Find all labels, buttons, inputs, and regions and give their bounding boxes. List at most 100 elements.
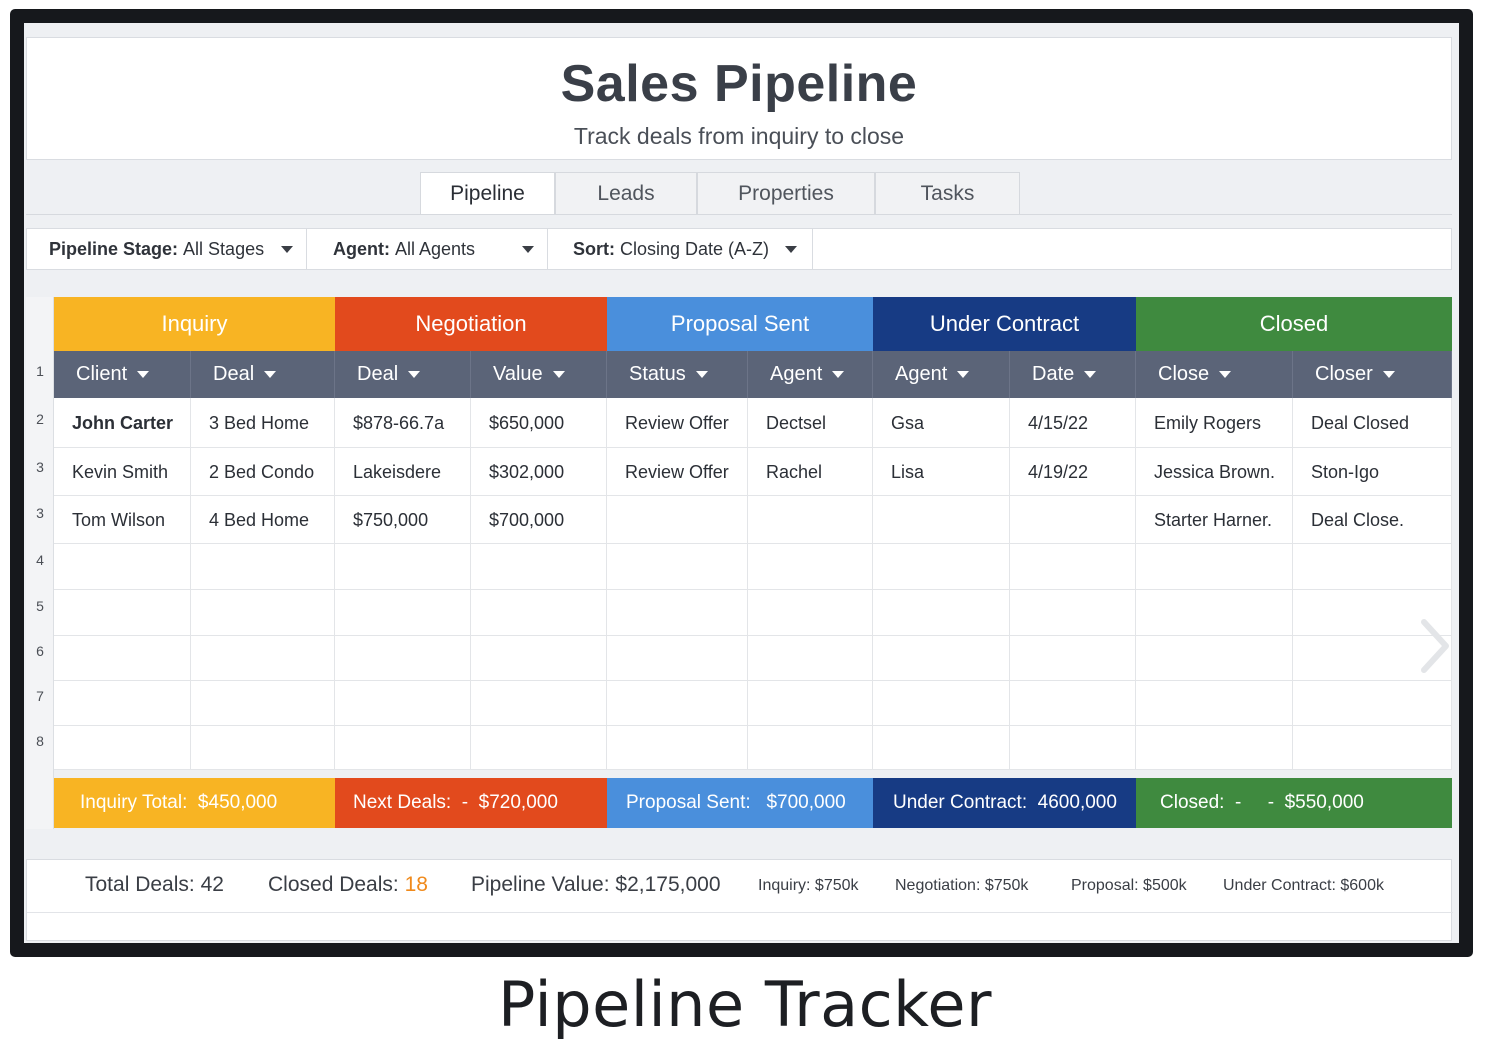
table-row[interactable] <box>54 544 1452 590</box>
table-cell-agent[interactable]: Gsa <box>873 398 1010 448</box>
table-cell-deal[interactable] <box>191 726 335 770</box>
table-cell-deal[interactable] <box>191 544 335 590</box>
column-header-date[interactable]: Date <box>1010 351 1136 398</box>
column-header-agent[interactable]: Agent <box>748 351 873 398</box>
table-row[interactable] <box>54 590 1452 636</box>
table-cell-deal[interactable]: $878-66.7a <box>335 398 471 448</box>
tab-pipeline[interactable]: Pipeline <box>420 172 555 214</box>
table-cell-closer[interactable] <box>1293 681 1452 726</box>
table-cell-client[interactable]: John Carter <box>54 398 191 448</box>
table-cell-value[interactable] <box>471 590 607 636</box>
table-cell-value[interactable]: $650,000 <box>471 398 607 448</box>
table-cell-date[interactable] <box>1010 496 1136 544</box>
column-header-deal[interactable]: Deal <box>335 351 471 398</box>
table-cell-agent[interactable]: Dectsel <box>748 398 873 448</box>
table-cell-agent[interactable] <box>873 544 1010 590</box>
table-cell-closer[interactable] <box>1293 590 1452 636</box>
table-cell-agent[interactable] <box>873 590 1010 636</box>
table-cell-client[interactable]: Tom Wilson <box>54 496 191 544</box>
column-header-deal[interactable]: Deal <box>191 351 335 398</box>
table-cell-deal[interactable] <box>191 636 335 681</box>
table-cell-closer[interactable] <box>1293 544 1452 590</box>
table-cell-client[interactable] <box>54 590 191 636</box>
table-row[interactable] <box>54 636 1452 681</box>
column-header-close[interactable]: Close <box>1136 351 1293 398</box>
table-row[interactable]: Tom Wilson 4 Bed Home $750,000 $700,000 Star… <box>54 496 1452 544</box>
table-cell-status[interactable] <box>607 496 748 544</box>
table-cell-agent[interactable] <box>748 681 873 726</box>
table-cell-agent[interactable] <box>873 681 1010 726</box>
tab-properties[interactable]: Properties <box>697 172 875 214</box>
tab-tasks[interactable]: Tasks <box>875 172 1020 214</box>
table-cell-agent[interactable] <box>873 636 1010 681</box>
table-cell-client[interactable] <box>54 681 191 726</box>
table-cell-value[interactable] <box>471 544 607 590</box>
pipeline-stage-filter[interactable]: Pipeline Stage: All Stages <box>27 229 307 269</box>
table-row[interactable] <box>54 726 1452 770</box>
table-cell-agent[interactable] <box>748 726 873 770</box>
table-cell-client[interactable] <box>54 636 191 681</box>
column-header-value[interactable]: Value <box>471 351 607 398</box>
table-cell-status[interactable] <box>607 590 748 636</box>
table-cell-agent[interactable] <box>873 726 1010 770</box>
table-cell-date[interactable] <box>1010 544 1136 590</box>
table-cell-close[interactable]: Starter Harner. <box>1136 496 1293 544</box>
table-cell-deal[interactable]: 3 Bed Home <box>191 398 335 448</box>
table-cell-value[interactable] <box>471 726 607 770</box>
table-cell-value[interactable]: $700,000 <box>471 496 607 544</box>
table-cell-closer[interactable] <box>1293 636 1452 681</box>
table-row[interactable] <box>54 681 1452 726</box>
agent-filter[interactable]: Agent: All Agents <box>307 229 548 269</box>
table-cell-status[interactable] <box>607 681 748 726</box>
table-cell-deal[interactable] <box>335 636 471 681</box>
table-cell-value[interactable] <box>471 636 607 681</box>
table-cell-status[interactable]: Review Offer <box>607 448 748 496</box>
table-cell-closer[interactable]: Ston-Igo <box>1293 448 1452 496</box>
table-cell-close[interactable]: Emily Rogers <box>1136 398 1293 448</box>
table-cell-date[interactable] <box>1010 590 1136 636</box>
table-cell-status[interactable] <box>607 544 748 590</box>
column-header-client[interactable]: Client <box>54 351 191 398</box>
table-cell-deal[interactable] <box>191 681 335 726</box>
table-cell-closer[interactable] <box>1293 726 1452 770</box>
table-cell-agent[interactable] <box>748 496 873 544</box>
column-header-closer[interactable]: Closer <box>1293 351 1452 398</box>
table-cell-date[interactable]: 4/15/22 <box>1010 398 1136 448</box>
table-cell-close[interactable] <box>1136 681 1293 726</box>
table-cell-status[interactable] <box>607 636 748 681</box>
table-cell-close[interactable] <box>1136 726 1293 770</box>
table-cell-closer[interactable]: Deal Close. <box>1293 496 1452 544</box>
chevron-right-icon[interactable] <box>1414 616 1454 676</box>
table-cell-deal[interactable] <box>335 726 471 770</box>
table-cell-client[interactable] <box>54 544 191 590</box>
table-cell-agent[interactable] <box>873 496 1010 544</box>
table-cell-status[interactable]: Review Offer <box>607 398 748 448</box>
table-row[interactable]: Kevin Smith 2 Bed Condo Lakeisdere $302,000… <box>54 448 1452 496</box>
table-cell-deal[interactable]: 4 Bed Home <box>191 496 335 544</box>
table-cell-closer[interactable]: Deal Closed <box>1293 398 1452 448</box>
table-cell-agent[interactable]: Rachel <box>748 448 873 496</box>
column-header-agent[interactable]: Agent <box>873 351 1010 398</box>
table-cell-deal[interactable]: Lakeisdere <box>335 448 471 496</box>
table-cell-date[interactable] <box>1010 636 1136 681</box>
table-cell-agent[interactable] <box>748 544 873 590</box>
table-cell-deal[interactable] <box>191 590 335 636</box>
table-cell-deal[interactable]: $750,000 <box>335 496 471 544</box>
table-cell-close[interactable] <box>1136 544 1293 590</box>
table-cell-date[interactable] <box>1010 681 1136 726</box>
table-cell-client[interactable] <box>54 726 191 770</box>
tab-leads[interactable]: Leads <box>555 172 697 214</box>
table-cell-status[interactable] <box>607 726 748 770</box>
table-cell-deal[interactable] <box>335 544 471 590</box>
table-cell-deal[interactable]: 2 Bed Condo <box>191 448 335 496</box>
table-cell-agent[interactable] <box>748 636 873 681</box>
table-cell-client[interactable]: Kevin Smith <box>54 448 191 496</box>
sort-filter[interactable]: Sort: Closing Date (A-Z) <box>548 229 813 269</box>
table-cell-value[interactable] <box>471 681 607 726</box>
table-cell-date[interactable] <box>1010 726 1136 770</box>
table-cell-close[interactable] <box>1136 590 1293 636</box>
table-cell-agent[interactable] <box>748 590 873 636</box>
table-cell-close[interactable]: Jessica Brown. <box>1136 448 1293 496</box>
table-cell-close[interactable] <box>1136 636 1293 681</box>
table-cell-date[interactable]: 4/19/22 <box>1010 448 1136 496</box>
